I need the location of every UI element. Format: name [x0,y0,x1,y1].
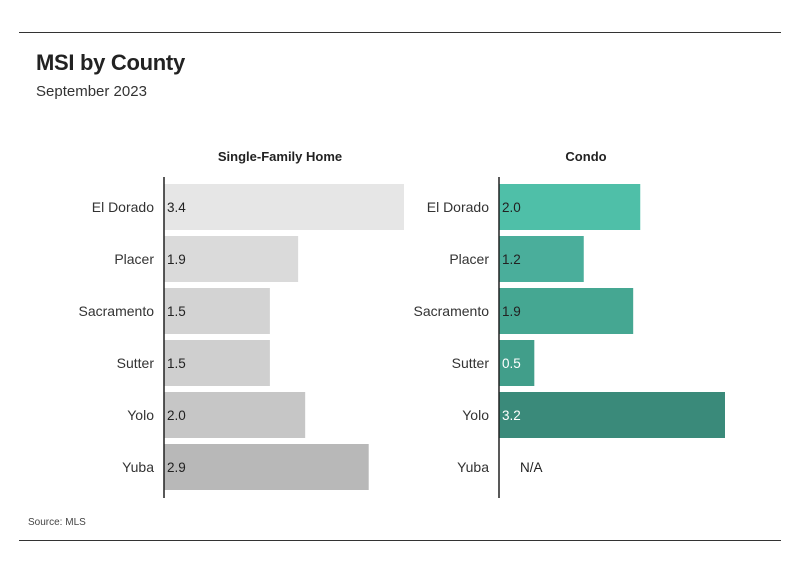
bar-sfh [164,392,306,438]
bar-sfh [164,236,299,282]
value-label: 1.9 [167,252,186,267]
category-label: Sacramento [79,303,155,319]
bar-sfh [164,444,369,490]
category-label: Yolo [127,407,154,423]
bar-sfh [164,184,404,230]
value-label: 1.5 [167,304,186,319]
panel-title-sfh: Single-Family Home [218,149,342,164]
category-label: Placer [114,251,154,267]
value-label: 0.5 [502,356,521,371]
category-label: Sutter [452,355,490,371]
value-label: 1.5 [167,356,186,371]
panel-title-condo: Condo [565,149,606,164]
bar-sfh [164,288,270,334]
bar-condo [499,288,634,334]
top-rule [19,32,781,33]
value-label: 1.9 [502,304,521,319]
bar-condo [499,236,584,282]
category-label: Yolo [462,407,489,423]
category-label: El Dorado [92,199,154,215]
bottom-rule [19,540,781,541]
bar-condo [499,184,641,230]
value-label: 2.0 [167,408,186,423]
bar-sfh [164,340,270,386]
bar-condo [499,340,535,386]
chart-subtitle: September 2023 [36,83,147,100]
bar-condo [499,392,725,438]
value-label: 3.4 [167,200,186,215]
category-label: El Dorado [427,199,489,215]
value-label: 3.2 [502,408,521,423]
value-label: N/A [520,460,543,475]
value-label: 2.9 [167,460,186,475]
value-label: 2.0 [502,200,521,215]
value-label: 1.2 [502,252,521,267]
chart-title: MSI by County [36,50,185,75]
category-label: Placer [449,251,489,267]
category-label: Yuba [457,459,489,475]
category-label: Sacramento [414,303,490,319]
category-label: Sutter [117,355,155,371]
source-note: Source: MLS [28,517,86,528]
category-label: Yuba [122,459,154,475]
